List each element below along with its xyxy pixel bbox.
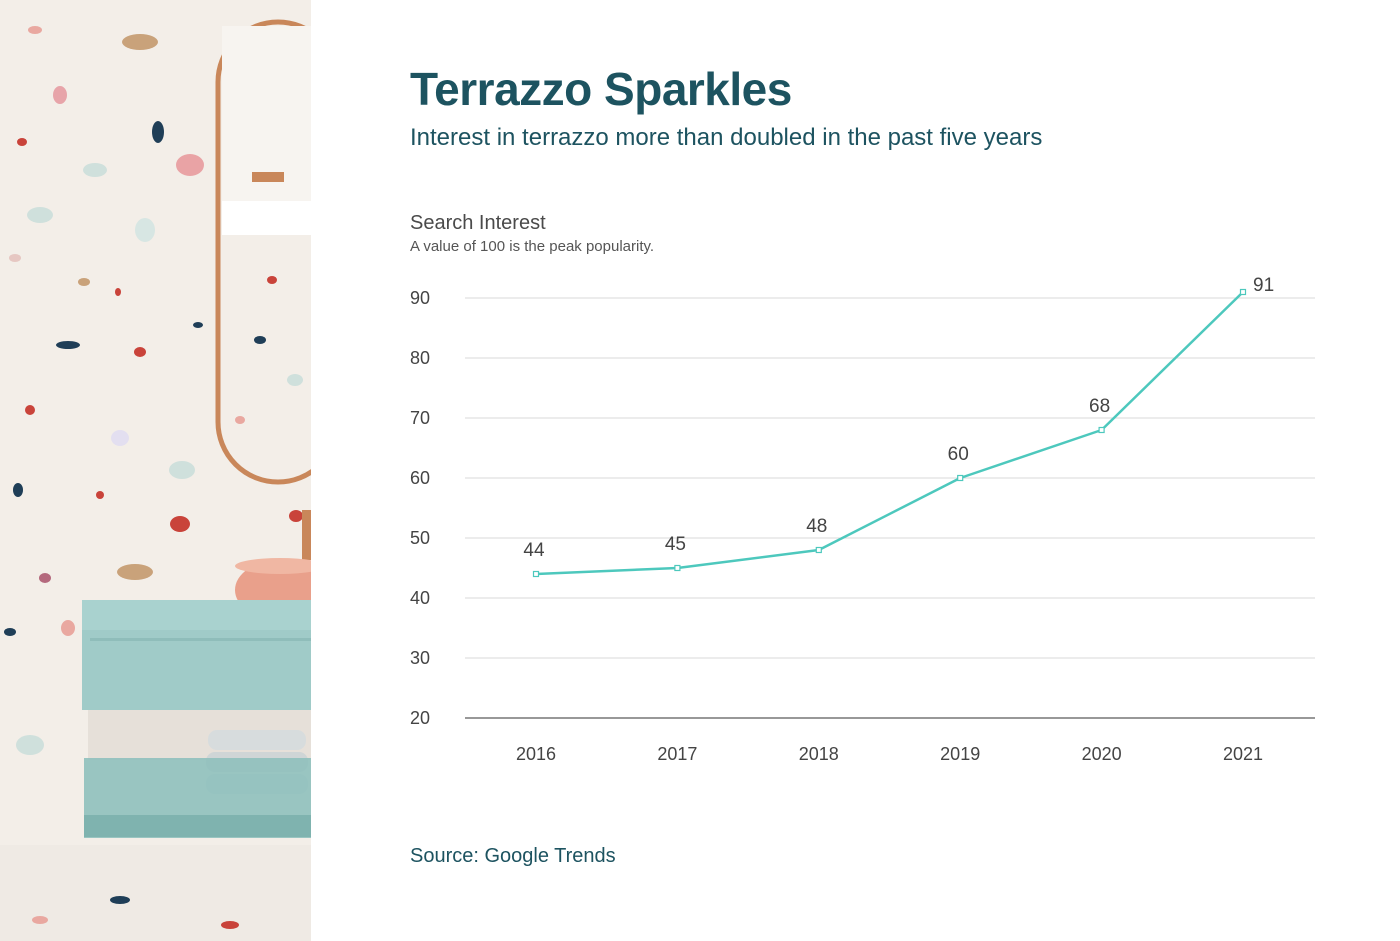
page-subtitle: Interest in terrazzo more than doubled i… (410, 124, 1043, 151)
y-tick-label: 60 (410, 468, 430, 488)
data-point (815, 546, 822, 554)
data-point (532, 570, 540, 578)
data-point (957, 474, 964, 482)
x-tick-label: 2016 (516, 744, 556, 764)
data-point (674, 564, 681, 572)
series-line-layer (535, 291, 1244, 576)
data-labels: 44 45 48 60 68 91 (523, 275, 1274, 561)
data-label: 44 (523, 540, 545, 561)
chart-label: Search Interest (410, 212, 546, 234)
y-tick-label: 90 (410, 288, 430, 308)
x-axis-ticks: 2016 2017 2018 2019 2020 2021 (516, 744, 1263, 764)
data-label: 91 (1253, 275, 1274, 296)
x-tick-label: 2021 (1223, 744, 1263, 764)
data-points (532, 288, 1247, 578)
y-axis-ticks: 20 30 40 50 60 70 80 90 (410, 288, 430, 728)
y-tick-label: 80 (410, 348, 430, 368)
x-tick-label: 2017 (657, 744, 697, 764)
content-area: Terrazzo Sparkles Interest in terrazzo m… (410, 0, 1370, 941)
series-line (535, 291, 1244, 576)
data-point (1239, 288, 1247, 296)
data-point (1098, 426, 1105, 434)
x-tick-label: 2018 (799, 744, 839, 764)
data-label: 68 (1089, 396, 1110, 417)
data-label: 60 (948, 444, 969, 465)
y-tick-label: 20 (410, 708, 430, 728)
chart-note: A value of 100 is the peak popularity. (410, 238, 655, 255)
terrazzo-bathroom-illustration (0, 0, 311, 941)
search-interest-line-chart: 20 30 40 50 60 70 80 90 2016 2017 2018 2019 2020 202… (410, 275, 1315, 764)
y-tick-label: 70 (410, 408, 430, 428)
x-tick-label: 2020 (1082, 744, 1122, 764)
y-tick-label: 50 (410, 528, 430, 548)
bathroom-photo (0, 0, 311, 941)
y-tick-label: 40 (410, 588, 430, 608)
data-label: 45 (665, 534, 686, 555)
x-tick-label: 2019 (940, 744, 980, 764)
gridlines (465, 297, 1315, 719)
y-tick-label: 30 (410, 648, 430, 668)
page-title: Terrazzo Sparkles (410, 63, 792, 115)
source-note: Source: Google Trends (410, 845, 616, 867)
data-label: 48 (806, 516, 827, 537)
